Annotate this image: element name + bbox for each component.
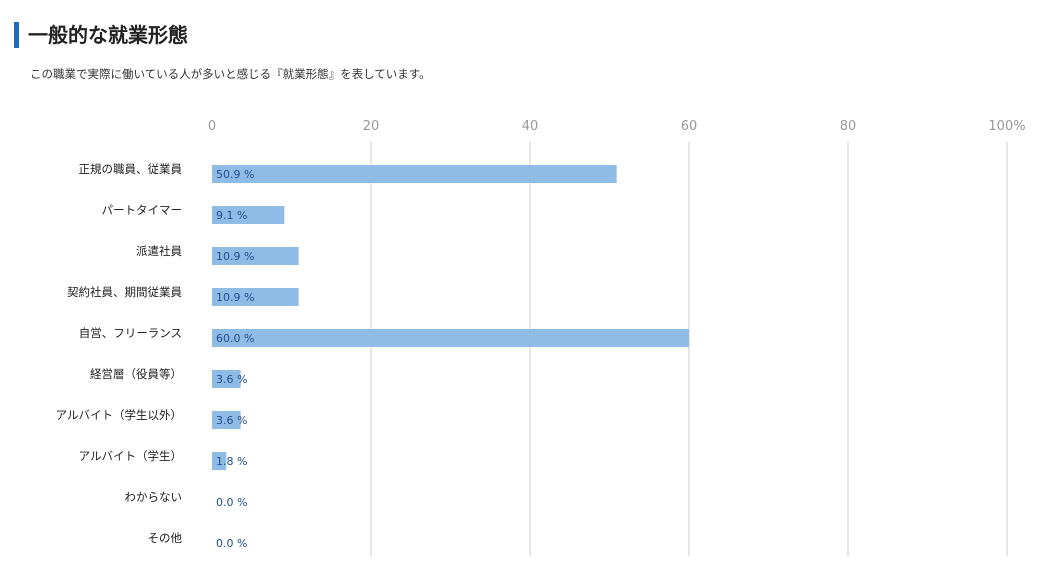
value-label: 0.0 %: [216, 537, 247, 550]
x-tick-label: 60: [681, 119, 698, 134]
bar: [212, 247, 299, 265]
bar: [212, 411, 241, 429]
chart-description: この職業で実際に働いている人が多いと感じる『就業形態』を表しています。: [30, 67, 431, 81]
x-tick-label: 20: [363, 119, 380, 134]
category-label: その他: [148, 531, 183, 545]
value-label: 50.9 %: [216, 168, 254, 181]
value-label: 3.6 %: [216, 373, 247, 386]
bar: [212, 206, 285, 224]
category-label: 経営層（役員等）: [90, 367, 182, 381]
category-label: アルバイト（学生以外）: [56, 408, 182, 422]
value-label: 0.0 %: [216, 496, 247, 509]
bar: [212, 288, 299, 306]
category-label: 自営、フリーランス: [79, 326, 182, 340]
x-tick-label: 40: [522, 119, 539, 134]
category-label: 派遣社員: [136, 244, 182, 258]
category-labels: 正規の職員、従業員パートタイマー派遣社員契約社員、期間従業員自営、フリーランス経…: [56, 162, 183, 545]
axis-ticks: 0 20 40 60 80 100%: [208, 119, 1026, 134]
bar: [212, 329, 689, 347]
value-labels: 50.9 % 9.1 % 10.9 % 10.9 % 60.0 % 3.6 % 3.6 % 1…: [216, 168, 254, 550]
value-label: 9.1 %: [216, 209, 247, 222]
category-label: アルバイト（学生）: [79, 449, 182, 463]
value-label: 3.6 %: [216, 414, 247, 427]
x-tick-label: 100%: [988, 119, 1025, 134]
value-label: 60.0 %: [216, 332, 254, 345]
category-label: パートタイマー: [102, 203, 183, 217]
bar: [212, 165, 617, 183]
page-title: 一般的な就業形態: [14, 22, 188, 48]
bars: [212, 165, 689, 470]
value-label: 1.8 %: [216, 455, 247, 468]
category-label: わからない: [125, 490, 183, 504]
bar: [212, 370, 241, 388]
x-tick-label: 0: [208, 119, 216, 134]
bar: [212, 452, 227, 470]
value-label: 10.9 %: [216, 250, 254, 263]
grid-lines: [370, 142, 1008, 556]
x-tick-label: 80: [840, 119, 857, 134]
category-label: 正規の職員、従業員: [79, 162, 183, 176]
value-label: 10.9 %: [216, 291, 254, 304]
category-label: 契約社員、期間従業員: [67, 285, 182, 299]
